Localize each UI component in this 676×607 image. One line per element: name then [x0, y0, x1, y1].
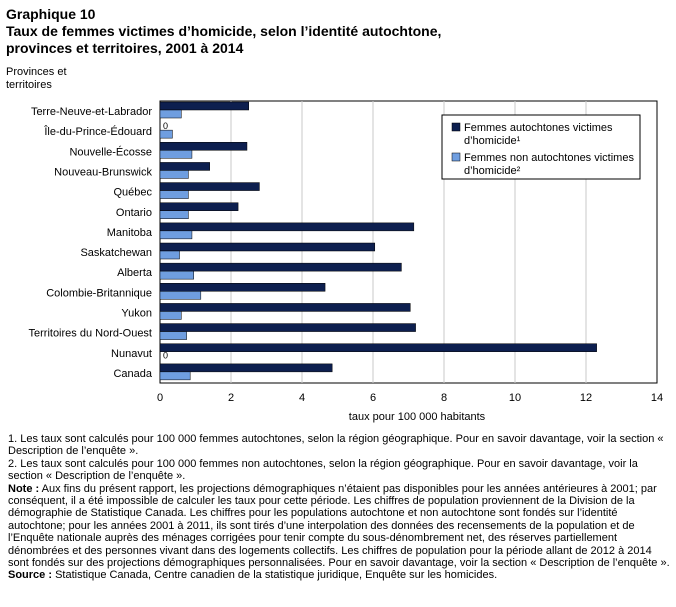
x-tick-label-10: 10: [509, 392, 521, 404]
bar-saskatchewan-series-1: [159, 242, 376, 252]
bar-alberta-series-2: [159, 270, 194, 280]
note-paragraph: Note : Aux fins du présent rapport, les …: [8, 483, 670, 570]
bar-nouvelle-ecosse-series-1: [159, 142, 248, 151]
bar-ontario-series-1: [159, 202, 239, 211]
chart-title-line-1: Taux de femmes victimes d’homicide, selo…: [6, 23, 442, 39]
chart-title-line-2: provinces et territoires, 2001 à 2014: [6, 40, 244, 56]
category-label-nunavut: Nunavut: [111, 348, 152, 360]
note-label: Note :: [8, 482, 40, 495]
legend-box: [441, 114, 641, 180]
category-label-territoires-du-nord-ouest: Territoires du Nord-Ouest: [29, 328, 153, 340]
chart-number: Graphique 10: [6, 6, 96, 22]
y-axis-header-line-2: territoires: [6, 79, 52, 91]
source-label: Source :: [8, 569, 53, 582]
bar-colombie-britannique-series-2: [159, 291, 202, 300]
source-text: Statistique Canada, Centre canadien de l…: [52, 569, 498, 582]
bar-quebec-series-2: [159, 190, 189, 199]
zero-label-ile-du-prince-edouard: 0: [163, 121, 168, 131]
x-tick-label-0: 0: [157, 392, 163, 404]
footnote-1: 1. Les taux sont calculés pour 100 000 f…: [8, 433, 664, 458]
category-label-alberta: Alberta: [117, 267, 153, 279]
bar-terre-neuve-et-labrador-series-2: [159, 109, 182, 119]
bar-territoires-du-nord-ouest-series-1: [159, 323, 416, 332]
x-tick-label-4: 4: [299, 392, 305, 404]
bar-territoires-du-nord-ouest-series-2: [159, 331, 187, 340]
bars: 00: [159, 101, 597, 381]
category-labels: Terre-Neuve-et-Labrador Île-du-Prince-Édo…: [29, 106, 153, 380]
source-paragraph: Source : Statistique Canada, Centre cana…: [8, 569, 670, 581]
bar-chart: 00 Terre-Neuve-et-LabradorÎle-du-Prince-…: [29, 100, 663, 423]
category-label-nouveau-brunswick: Nouveau-Brunswick: [54, 167, 152, 179]
bar-nouvelle-ecosse-series-2: [159, 150, 193, 159]
footnote-2: 2. Les taux sont calculés pour 100 000 f…: [8, 457, 638, 483]
x-tick-label-6: 6: [370, 392, 376, 404]
legend-label-indigenous: Femmes autochtones victimes d’homicide¹: [464, 122, 613, 147]
x-axis-label: taux pour 100 000 habitants: [349, 411, 486, 423]
bar-ontario-series-2: [159, 210, 189, 219]
bar-yukon-series-2: [159, 311, 182, 320]
chart-title: Graphique 10 Taux de femmes victimes d’h…: [6, 6, 666, 57]
category-label-saskatchewan: Saskatchewan: [80, 247, 152, 259]
x-tick-label-12: 12: [580, 392, 592, 404]
bar-ile-du-prince-edouard-series-2: [159, 129, 173, 139]
plot-frame: [159, 100, 658, 384]
category-label-colombie-britannique: Colombie-Britannique: [46, 287, 152, 299]
legend-swatch-indigenous: [451, 122, 461, 132]
category-label-yukon: Yukon: [121, 308, 152, 320]
category-label-terre-neuve-et-labrador: Terre-Neuve-et-Labrador: [31, 106, 152, 118]
bar-nunavut-series-1: [159, 343, 597, 352]
x-tick-label-8: 8: [441, 392, 447, 404]
y-axis-header: Provinces et territoires: [6, 66, 126, 92]
x-tick-label-14: 14: [651, 392, 663, 404]
zero-label-nunavut: 0: [163, 351, 168, 361]
bar-manitoba-series-2: [159, 230, 193, 240]
x-tick-label-2: 2: [228, 392, 234, 404]
y-axis-header-line-1: Provinces et: [6, 66, 67, 78]
note-text: Aux fins du présent rapport, les project…: [8, 482, 670, 570]
bar-nouveau-brunswick-series-1: [159, 162, 210, 171]
category-label-nouvelle-ecosse: Nouvelle-Écosse: [69, 145, 152, 158]
bar-canada-series-2: [159, 371, 191, 381]
legend-swatch-non-indigenous: [451, 152, 461, 162]
bar-terre-neuve-et-labrador-series-1: [159, 101, 249, 111]
x-tick-labels: 0 2 4 6 8 10 12 14: [157, 392, 663, 404]
bar-canada-series-1: [159, 363, 333, 373]
category-label-ile-du-prince-edouard: Île-du-Prince-Édouard: [43, 125, 152, 138]
bar-colombie-britannique-series-1: [159, 283, 326, 292]
bar-alberta-series-1: [159, 262, 402, 272]
category-label-manitoba: Manitoba: [107, 227, 153, 239]
bar-manitoba-series-1: [159, 222, 415, 232]
footnotes: 1. Les taux sont calculés pour 100 000 f…: [8, 433, 670, 582]
legend-label-non-indigenous: Femmes non autochtones victimes d’homicid…: [464, 152, 634, 177]
category-label-canada: Canada: [113, 368, 152, 380]
bar-saskatchewan-series-2: [159, 250, 180, 260]
bar-yukon-series-1: [159, 303, 411, 312]
legend: Femmes autochtones victimes d’homicide¹ F…: [441, 114, 641, 180]
category-label-quebec: Québec: [113, 187, 152, 199]
category-label-ontario: Ontario: [116, 207, 152, 219]
bar-quebec-series-1: [159, 182, 260, 191]
bar-nouveau-brunswick-series-2: [159, 170, 189, 179]
